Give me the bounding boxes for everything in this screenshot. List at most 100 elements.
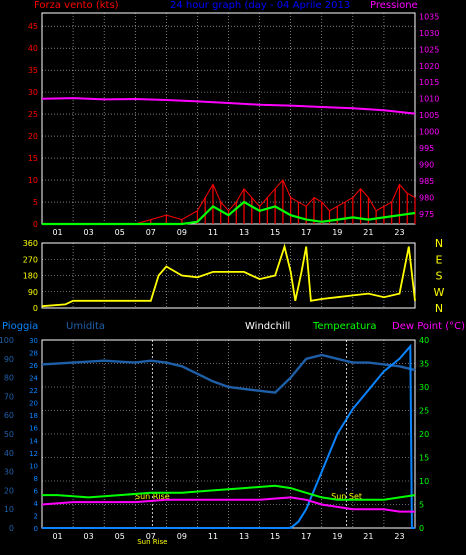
pressure-y-tick: 990 bbox=[419, 161, 434, 170]
wind-panel-x-tick: 09 bbox=[177, 228, 187, 237]
temperature-label: Temperatura bbox=[313, 321, 377, 332]
wind-panel-x-tick: 19 bbox=[332, 228, 342, 237]
temp-panel-x-tick: 11 bbox=[208, 532, 218, 541]
sunrise-bottom-label: Sun Rise bbox=[137, 538, 167, 546]
temp-panel-x-tick: 05 bbox=[115, 532, 125, 541]
temp-y-tick: 35 bbox=[419, 360, 429, 369]
rain-y-tick: 0 bbox=[34, 525, 38, 533]
wind-y-tick: 0 bbox=[33, 220, 38, 229]
rain-label: Pioggia bbox=[2, 321, 39, 332]
pressure-y-tick: 975 bbox=[419, 210, 434, 219]
temperature-line bbox=[42, 484, 416, 501]
direction-line bbox=[41, 243, 416, 308]
wind-panel-x-tick: 17 bbox=[301, 228, 311, 237]
humidity-line bbox=[41, 353, 416, 394]
pressure-y-tick: 1000 bbox=[419, 128, 439, 137]
wind-y-tick: 10 bbox=[28, 176, 38, 185]
sunrise-label: Sun Rise bbox=[135, 492, 170, 501]
humidity-y-tick: 70 bbox=[4, 392, 14, 401]
compass-label: S bbox=[436, 270, 443, 283]
wind-panel-x-tick: 21 bbox=[363, 228, 373, 237]
rain-y-tick: 20 bbox=[29, 400, 38, 408]
rain-y-tick: 4 bbox=[34, 500, 39, 508]
chart-title: 24 hour graph (day - 04 Aprile 2013 bbox=[170, 0, 351, 11]
rain-y-tick: 28 bbox=[29, 350, 38, 358]
temp-panel-x-tick: 09 bbox=[177, 532, 187, 541]
wind-panel-x-tick: 05 bbox=[115, 228, 125, 237]
pressure-y-tick: 1020 bbox=[419, 62, 439, 71]
humidity-y-tick: 80 bbox=[4, 374, 14, 383]
rain-y-tick: 26 bbox=[29, 362, 38, 370]
wind-y-tick: 35 bbox=[28, 66, 38, 75]
humidity-y-tick: 50 bbox=[4, 430, 14, 439]
temp-panel-x-tick: 03 bbox=[84, 532, 94, 541]
dewpoint-label: Dew Point (°C) bbox=[392, 321, 466, 332]
pressure-y-tick: 980 bbox=[419, 194, 434, 203]
pressure-y-tick: 1010 bbox=[419, 95, 439, 104]
wind-y-tick: 45 bbox=[28, 22, 38, 31]
rain-y-tick: 14 bbox=[29, 437, 38, 445]
direction-y-tick: 0 bbox=[33, 304, 38, 313]
temp-y-tick: 5 bbox=[419, 501, 424, 510]
wind-panel-x-tick: 07 bbox=[146, 228, 156, 237]
rain-y-tick: 8 bbox=[34, 475, 38, 483]
pressure-y-tick: 1025 bbox=[419, 45, 439, 54]
temp-panel-x-tick: 17 bbox=[301, 532, 311, 541]
wind-panel-x-tick: 13 bbox=[239, 228, 249, 237]
humidity-y-tick: 10 bbox=[4, 505, 14, 514]
rain-y-tick: 2 bbox=[34, 512, 38, 520]
direction-y-tick: 180 bbox=[23, 272, 38, 281]
pressure-y-tick: 1015 bbox=[419, 78, 439, 87]
pressure-label: Pressione bbox=[370, 0, 418, 11]
temp-y-tick: 40 bbox=[419, 336, 429, 345]
wind-y-tick: 40 bbox=[28, 44, 38, 53]
humidity-y-tick: 40 bbox=[4, 449, 14, 458]
temp-y-tick: 25 bbox=[419, 407, 429, 416]
temp-panel-x-tick: 15 bbox=[270, 532, 280, 541]
wind-y-tick: 20 bbox=[28, 132, 38, 141]
direction-y-tick: 360 bbox=[23, 239, 38, 248]
rain-y-tick: 10 bbox=[29, 462, 38, 470]
rain-y-tick: 18 bbox=[29, 412, 38, 420]
temp-y-tick: 30 bbox=[419, 383, 429, 392]
pressure-y-tick: 1005 bbox=[419, 111, 439, 120]
wind-y-tick: 15 bbox=[28, 154, 38, 163]
compass-label: N bbox=[435, 237, 443, 250]
dewpoint-line bbox=[41, 496, 415, 513]
humidity-label: Umidita bbox=[66, 321, 106, 332]
temp-panel-x-tick: 19 bbox=[332, 532, 342, 541]
pressure-y-tick: 995 bbox=[419, 144, 434, 153]
rain-y-tick: 22 bbox=[29, 387, 38, 395]
windchill-label: Windchill bbox=[245, 321, 291, 332]
rain-y-tick: 24 bbox=[29, 375, 38, 383]
pressure-y-tick: 1030 bbox=[419, 29, 439, 38]
wind-panel-x-tick: 23 bbox=[394, 228, 404, 237]
wind-y-tick: 5 bbox=[33, 198, 38, 207]
sunset-label: Sun Set bbox=[331, 492, 362, 501]
temp-panel-x-tick: 21 bbox=[363, 532, 373, 541]
compass-label: E bbox=[436, 253, 443, 266]
temp-panel-x-tick: 07 bbox=[146, 532, 156, 541]
temp-y-tick: 10 bbox=[419, 477, 429, 486]
wind-speed-line bbox=[42, 179, 416, 225]
humidity-y-tick: 30 bbox=[4, 468, 14, 477]
temp-y-tick: 20 bbox=[419, 430, 429, 439]
compass-label: W bbox=[434, 286, 445, 299]
gust-line bbox=[42, 200, 416, 226]
rain-y-tick: 30 bbox=[29, 337, 38, 345]
temp-y-tick: 0 bbox=[419, 524, 424, 533]
wind-panel-x-tick: 15 bbox=[270, 228, 280, 237]
humidity-y-tick: 60 bbox=[4, 411, 14, 420]
humidity-y-tick: 20 bbox=[4, 486, 14, 495]
direction-y-tick: 90 bbox=[28, 288, 38, 297]
wind-speed-label: Forza vento (kts) bbox=[34, 0, 119, 11]
wind-panel-x-tick: 03 bbox=[84, 228, 94, 237]
temp-panel-x-tick: 13 bbox=[239, 532, 249, 541]
temp-y-tick: 15 bbox=[419, 454, 429, 463]
temp-panel-x-tick: 01 bbox=[52, 532, 62, 541]
rain-y-tick: 6 bbox=[34, 487, 39, 495]
pressure-line bbox=[41, 97, 416, 115]
wind-y-tick: 25 bbox=[28, 110, 38, 119]
humidity-y-tick: 100 bbox=[0, 336, 14, 345]
